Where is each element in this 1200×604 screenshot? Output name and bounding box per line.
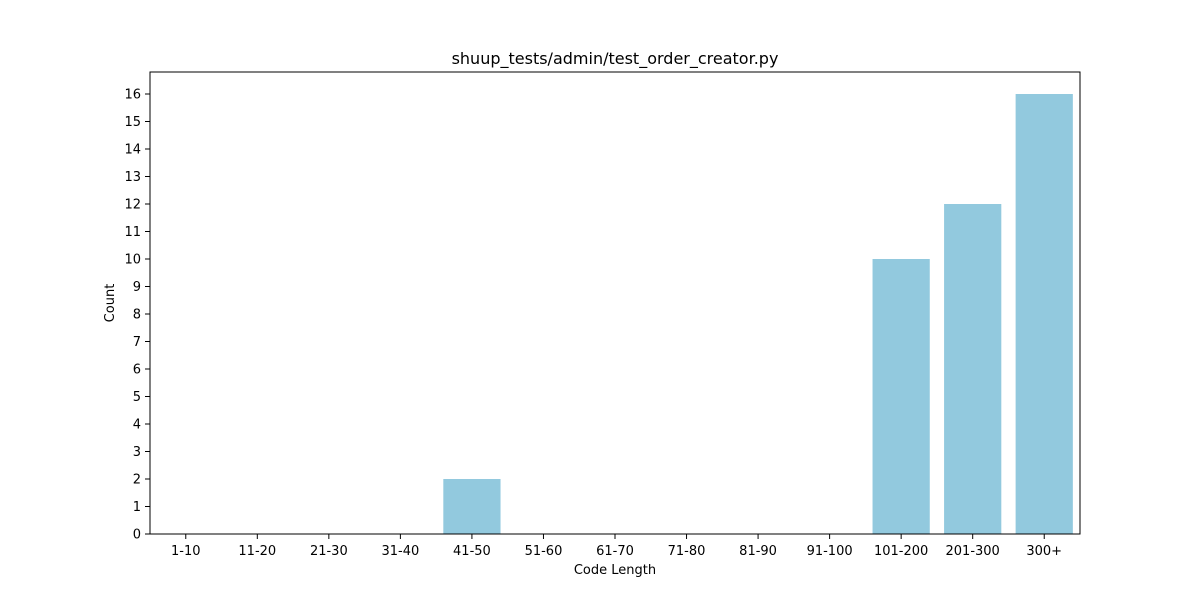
x-axis-label: Code Length — [574, 563, 656, 578]
y-axis-label: Count — [103, 284, 118, 323]
bar-101-200 — [872, 259, 930, 534]
bars-layer — [443, 94, 1073, 534]
y-tick-label: 9 — [133, 280, 141, 295]
y-tick-label: 2 — [133, 473, 141, 488]
y-tick-label: 3 — [133, 445, 141, 460]
x-tick-label: 300+ — [1026, 544, 1062, 559]
y-tick-label: 13 — [124, 170, 141, 185]
bar-300+ — [1015, 94, 1073, 534]
y-tick-label: 5 — [133, 390, 141, 405]
y-tick-label: 4 — [133, 418, 141, 433]
y-tick-label: 8 — [133, 308, 141, 323]
plot-frame — [149, 71, 1081, 535]
chart-title: shuup_tests/admin/test_order_creator.py — [452, 49, 779, 69]
bar-201-300 — [944, 204, 1002, 534]
y-tick-label: 6 — [133, 363, 141, 378]
y-tick-label: 10 — [124, 253, 141, 268]
x-tick-label: 101-200 — [874, 544, 928, 559]
x-tick-label: 71-80 — [668, 544, 706, 559]
y-tick-label: 16 — [124, 88, 141, 103]
x-tick-label: 51-60 — [525, 544, 563, 559]
y-tick-label: 14 — [124, 143, 141, 158]
x-tick-label: 81-90 — [739, 544, 777, 559]
x-tick-label: 201-300 — [946, 544, 1000, 559]
x-tick-label: 1-10 — [171, 544, 201, 559]
y-tick-label: 0 — [133, 528, 141, 543]
y-tick-label: 11 — [124, 225, 141, 240]
y-tick-label: 15 — [124, 115, 141, 130]
x-tick-label: 61-70 — [596, 544, 634, 559]
x-tick-label: 21-30 — [310, 544, 348, 559]
y-tick-label: 12 — [124, 198, 141, 213]
y-tick-label: 1 — [133, 500, 141, 515]
x-tick-label: 41-50 — [453, 544, 491, 559]
x-tick-label: 31-40 — [381, 544, 419, 559]
x-axis: 1-10 11-20 21-30 31-40 41-50 51-60 61-70 71-80 8… — [171, 534, 1062, 559]
x-tick-label: 11-20 — [238, 544, 276, 559]
bar-41-50 — [443, 479, 501, 534]
x-tick-label: 91-100 — [807, 544, 853, 559]
y-tick-label: 7 — [133, 335, 141, 350]
